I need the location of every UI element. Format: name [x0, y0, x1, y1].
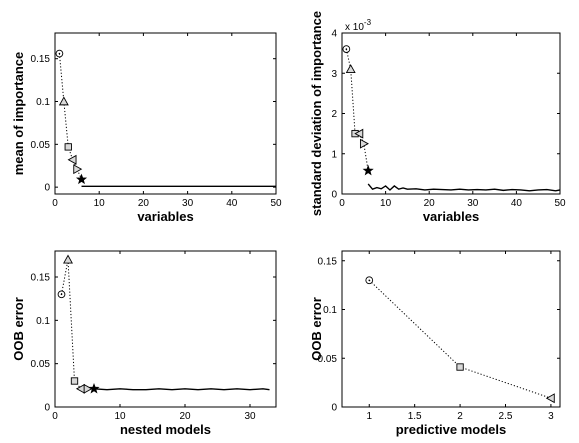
series-solid-line [93, 388, 270, 391]
y-tick-label: 0.1 [36, 97, 50, 108]
x-tick-label: 10 [380, 198, 392, 209]
y-tick-label: 4 [331, 29, 337, 40]
series-dotted-line [61, 259, 94, 390]
y-tick-label: 0.05 [31, 140, 51, 151]
data-point-star [75, 173, 88, 185]
y-tick-label: 0.15 [31, 54, 51, 65]
data-point-circle [342, 45, 351, 53]
x-axis-label: nested models [120, 422, 211, 437]
x-axis-label: variables [137, 209, 193, 224]
exponent-power: -3 [364, 18, 372, 27]
x-tick-label: 0 [52, 198, 58, 209]
x-tick-label: 10 [94, 198, 106, 209]
data-point-star [88, 382, 100, 394]
data-point-star [362, 164, 374, 176]
data-point-square [64, 143, 72, 151]
chart-2: 0 10 20 30 40 50 0 1 2 3 4 x 10-3 variables standard … [309, 11, 566, 224]
data-point-triangle-up [63, 254, 73, 264]
series-dotted-line [368, 279, 552, 399]
plot-frame [341, 250, 561, 408]
chart-3: 0 10 20 30 0 0.05 0.1 0.15 nested models OOB erro… [11, 250, 277, 437]
y-tick-label: 3 [331, 69, 337, 80]
x-tick-label: 30 [244, 411, 256, 422]
x-tick-label: 10 [114, 411, 126, 422]
y-tick-label: 0.05 [318, 354, 338, 365]
y-tick-label: 1 [331, 149, 337, 160]
x-tick-label: 50 [270, 198, 282, 209]
x-tick-label: 40 [511, 198, 523, 209]
axis-exponent-label: x 10-3 [345, 18, 372, 33]
data-point-triangle-up [345, 64, 356, 74]
x-tick-label: 30 [182, 198, 194, 209]
data-point-square [456, 363, 464, 371]
series-solid-line [367, 183, 561, 192]
plot-frame [341, 32, 561, 195]
exponent-base: x 10 [345, 22, 364, 33]
plot-frame [54, 32, 277, 195]
data-point-triangle-left [545, 393, 555, 404]
y-tick-label: 2 [331, 109, 337, 120]
chart-4: 1 1.5 2 2.5 3 0 0.05 0.1 0.15 predictive models OO… [309, 250, 561, 437]
data-point-triangle-left [354, 128, 364, 139]
x-axis-label: variables [423, 209, 479, 224]
data-point-circle [365, 276, 374, 285]
data-point-triangle-up [58, 96, 69, 106]
y-tick-label: 0.15 [318, 256, 338, 267]
x-tick-label: 30 [467, 198, 479, 209]
plot-frame [54, 250, 277, 408]
data-point-circle-center [345, 48, 348, 50]
y-tick-label: 0 [331, 190, 337, 201]
x-tick-label: 1.5 [408, 411, 422, 422]
x-tick-label: 0 [339, 198, 345, 209]
data-point-triangle-left [67, 154, 77, 165]
x-tick-label: 20 [138, 198, 150, 209]
y-tick-label: 0.05 [31, 359, 51, 370]
y-tick-label: 0.15 [31, 273, 51, 284]
x-tick-label: 0 [52, 411, 58, 422]
x-tick-label: 40 [226, 198, 238, 209]
y-tick-label: 0 [44, 403, 50, 414]
y-axis-label: standard deviation of importance [309, 11, 324, 216]
data-point-circle-center [368, 279, 371, 282]
data-point-circle [55, 49, 64, 58]
data-point-triangle-right [83, 383, 93, 394]
x-tick-label: 50 [554, 198, 566, 209]
data-point-triangle-right [73, 164, 83, 175]
data-point-triangle-right [359, 138, 369, 149]
x-tick-label: 20 [424, 198, 436, 209]
data-point-circle [57, 290, 66, 299]
y-tick-label: 0 [331, 403, 337, 414]
data-point-square [70, 377, 79, 385]
y-axis-label: OOB error [11, 297, 26, 361]
x-axis-label: predictive models [396, 422, 507, 437]
y-axis-label: OOB error [309, 297, 324, 361]
data-point-triangle-left [75, 383, 85, 394]
x-tick-label: 20 [179, 411, 191, 422]
x-tick-label: 2.5 [499, 411, 513, 422]
y-tick-label: 0.1 [36, 316, 50, 327]
y-tick-label: 0.1 [323, 305, 337, 316]
x-tick-label: 2 [457, 411, 463, 422]
x-tick-label: 3 [548, 411, 554, 422]
x-tick-label: 1 [366, 411, 372, 422]
y-axis-label: mean of importance [11, 52, 26, 176]
chart-1: 0 10 20 30 40 50 0 0.05 0.1 0.15 variables mean of … [11, 32, 282, 224]
data-point-circle-center [58, 52, 61, 55]
y-tick-label: 0 [44, 183, 50, 194]
data-point-circle-center [60, 293, 63, 296]
